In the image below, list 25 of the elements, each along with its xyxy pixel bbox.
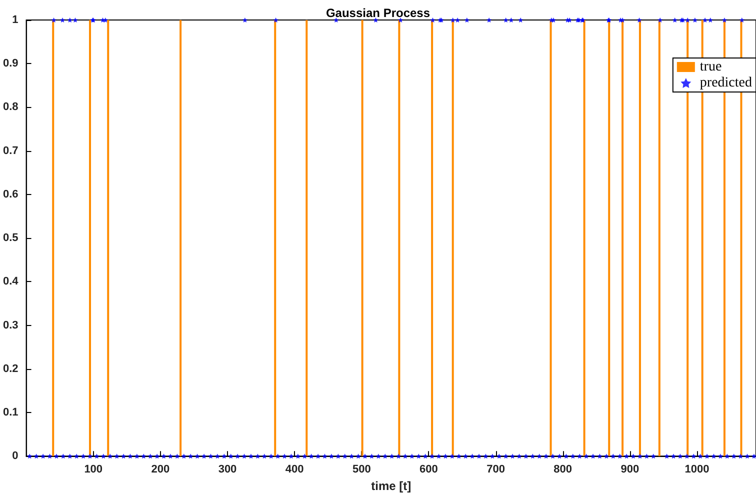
x-tick-label: 500 (352, 464, 371, 476)
y-tick-label: 0.7 (2, 144, 18, 157)
x-tick-label: 200 (151, 464, 170, 476)
y-tick-label: 1 (12, 14, 18, 26)
y-tick-label: 0 (12, 450, 18, 462)
x-axis-title: time [t] (371, 479, 412, 493)
y-tick-label: 0.9 (2, 58, 18, 70)
y-tick-label: 0.6 (2, 188, 18, 200)
x-tick-label: 400 (285, 464, 304, 476)
y-tick-label: 0.1 (2, 406, 18, 418)
legend-label: predicted (700, 76, 752, 90)
x-tick-label: 700 (486, 464, 505, 476)
x-tick-label: 800 (554, 464, 572, 476)
y-tick-label: 0.2 (2, 362, 18, 375)
x-tick-label: 600 (420, 464, 438, 476)
y-tick-label: 0.5 (2, 232, 18, 244)
legend-label: true (700, 60, 722, 74)
y-tick-label: 0.8 (2, 101, 18, 114)
x-tick-label: 900 (620, 464, 640, 476)
x-tick-label: 100 (84, 464, 103, 476)
chart-title: Gaussian Process (326, 6, 430, 20)
x-tick-label: 300 (218, 464, 237, 476)
y-tick-label: 0.3 (2, 319, 18, 332)
y-tick-label: 0.4 (2, 276, 20, 288)
x-tick-label: 1000 (684, 464, 710, 476)
